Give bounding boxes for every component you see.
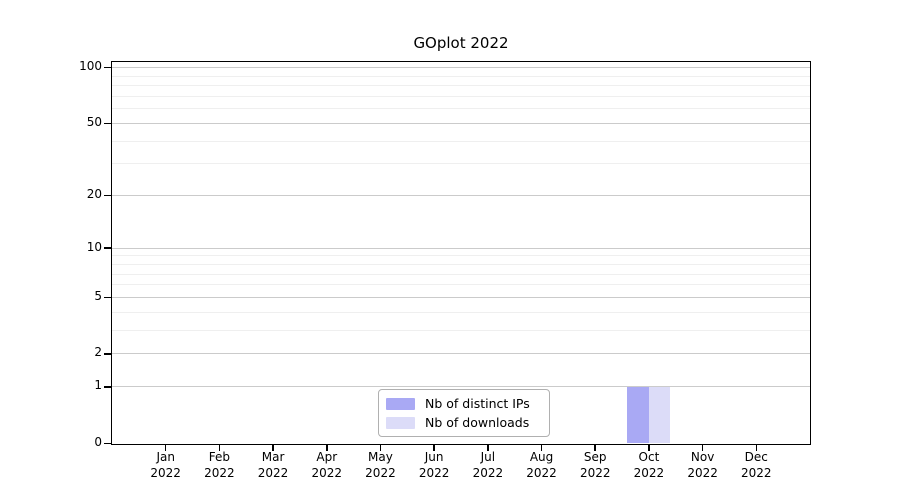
minor-gridline xyxy=(112,75,810,77)
x-tick-label-year: 2022 xyxy=(579,465,611,480)
x-tick-label: Sep 2022 xyxy=(563,450,627,481)
x-tick-label-month: Nov xyxy=(690,450,715,464)
y-tick-label: 50 xyxy=(86,114,102,129)
x-tick-label-month: Oct xyxy=(638,450,660,464)
y-tick-label: 1 xyxy=(94,378,102,393)
y-tick xyxy=(104,386,112,388)
x-tick xyxy=(487,445,489,451)
minor-gridline xyxy=(112,163,810,165)
x-tick-label: Mar 2022 xyxy=(241,450,305,481)
minor-gridline xyxy=(112,273,810,275)
legend-swatch-downloads xyxy=(386,416,415,429)
legend-swatch-distinct-ips xyxy=(386,397,415,410)
y-tick xyxy=(104,353,112,355)
x-tick xyxy=(272,445,274,451)
x-tick-label-year: 2022 xyxy=(204,465,235,480)
legend-item-downloads: Nb of downloads xyxy=(386,415,549,430)
x-tick xyxy=(433,445,435,451)
x-tick-label-year: 2022 xyxy=(741,465,772,480)
minor-gridline xyxy=(112,140,810,142)
y-tick xyxy=(104,122,112,125)
major-gridline xyxy=(112,195,810,197)
x-tick-label-month: May xyxy=(368,450,393,464)
x-tick-label-month: Dec xyxy=(744,450,768,464)
y-tick-label: 10 xyxy=(86,239,102,254)
minor-gridline xyxy=(112,85,810,87)
x-tick-label-month: Jan xyxy=(156,450,175,464)
x-tick xyxy=(218,445,221,451)
x-tick-label: Apr 2022 xyxy=(295,450,359,481)
x-tick-label-year: 2022 xyxy=(311,465,343,480)
x-tick-label-month: Apr xyxy=(316,450,338,464)
x-tick-label-year: 2022 xyxy=(418,465,450,480)
major-gridline xyxy=(112,386,810,388)
x-tick-label-month: Jul xyxy=(480,450,496,464)
x-tick xyxy=(540,445,543,451)
x-tick-label: Oct 2022 xyxy=(617,450,681,481)
x-tick-label: Aug 2022 xyxy=(510,450,574,481)
bar-distinct-ips xyxy=(627,386,649,444)
x-tick-label-year: 2022 xyxy=(150,465,181,480)
x-tick-label-month: Sep xyxy=(583,450,607,464)
x-tick-label-month: Aug xyxy=(529,450,554,464)
y-tick-label: 0 xyxy=(94,434,102,449)
x-tick-label-month: Jun xyxy=(424,450,444,464)
minor-gridline xyxy=(112,255,810,257)
x-tick-label-year: 2022 xyxy=(526,465,557,480)
major-gridline xyxy=(112,67,810,69)
legend-item-distinct-ips: Nb of distinct IPs xyxy=(386,396,549,411)
x-tick-label: Nov 2022 xyxy=(671,450,735,481)
y-tick xyxy=(104,194,112,197)
x-tick xyxy=(594,445,596,451)
x-tick-label: Jan 2022 xyxy=(134,450,198,481)
x-tick-label: Jun 2022 xyxy=(402,450,466,481)
x-tick-label: Dec 2022 xyxy=(724,450,788,481)
y-tick-label: 100 xyxy=(79,59,102,74)
x-tick-label-year: 2022 xyxy=(365,465,396,480)
y-tick xyxy=(104,442,112,445)
minor-gridline xyxy=(112,108,810,110)
x-tick-label-month: Mar xyxy=(261,450,285,464)
minor-gridline xyxy=(112,329,810,331)
x-tick-label-month: Feb xyxy=(208,450,230,464)
x-tick xyxy=(701,445,704,451)
legend-label-downloads: Nb of downloads xyxy=(425,415,530,430)
y-tick xyxy=(104,296,112,299)
y-tick-label: 2 xyxy=(94,345,102,360)
x-tick-label: Feb 2022 xyxy=(187,450,251,481)
bar-downloads xyxy=(648,386,671,444)
y-tick-label: 5 xyxy=(94,288,102,303)
major-gridline xyxy=(112,296,810,298)
x-tick-label-year: 2022 xyxy=(257,465,289,480)
plot-area xyxy=(111,61,811,445)
x-tick-label-year: 2022 xyxy=(472,465,504,480)
y-tick xyxy=(104,247,112,249)
minor-gridline xyxy=(112,284,810,286)
x-tick-label: May 2022 xyxy=(348,450,412,481)
minor-gridline xyxy=(112,95,810,97)
x-tick xyxy=(755,445,758,451)
legend-label-distinct-ips: Nb of distinct IPs xyxy=(425,396,530,411)
x-tick xyxy=(648,445,650,451)
minor-gridline xyxy=(112,311,810,313)
x-tick xyxy=(379,445,382,451)
chart-title: GOplot 2022 xyxy=(413,34,509,52)
y-tick xyxy=(104,66,112,69)
x-tick xyxy=(164,445,167,451)
major-gridline xyxy=(112,247,810,249)
x-tick xyxy=(326,445,328,451)
x-tick-label: Jul 2022 xyxy=(456,450,520,481)
x-tick-label-year: 2022 xyxy=(687,465,718,480)
y-tick-label: 20 xyxy=(86,187,102,202)
x-tick-label-year: 2022 xyxy=(633,465,665,480)
legend: Nb of distinct IPs Nb of downloads xyxy=(378,389,550,437)
major-gridline xyxy=(112,353,810,355)
major-gridline xyxy=(112,122,810,124)
minor-gridline xyxy=(112,263,810,265)
